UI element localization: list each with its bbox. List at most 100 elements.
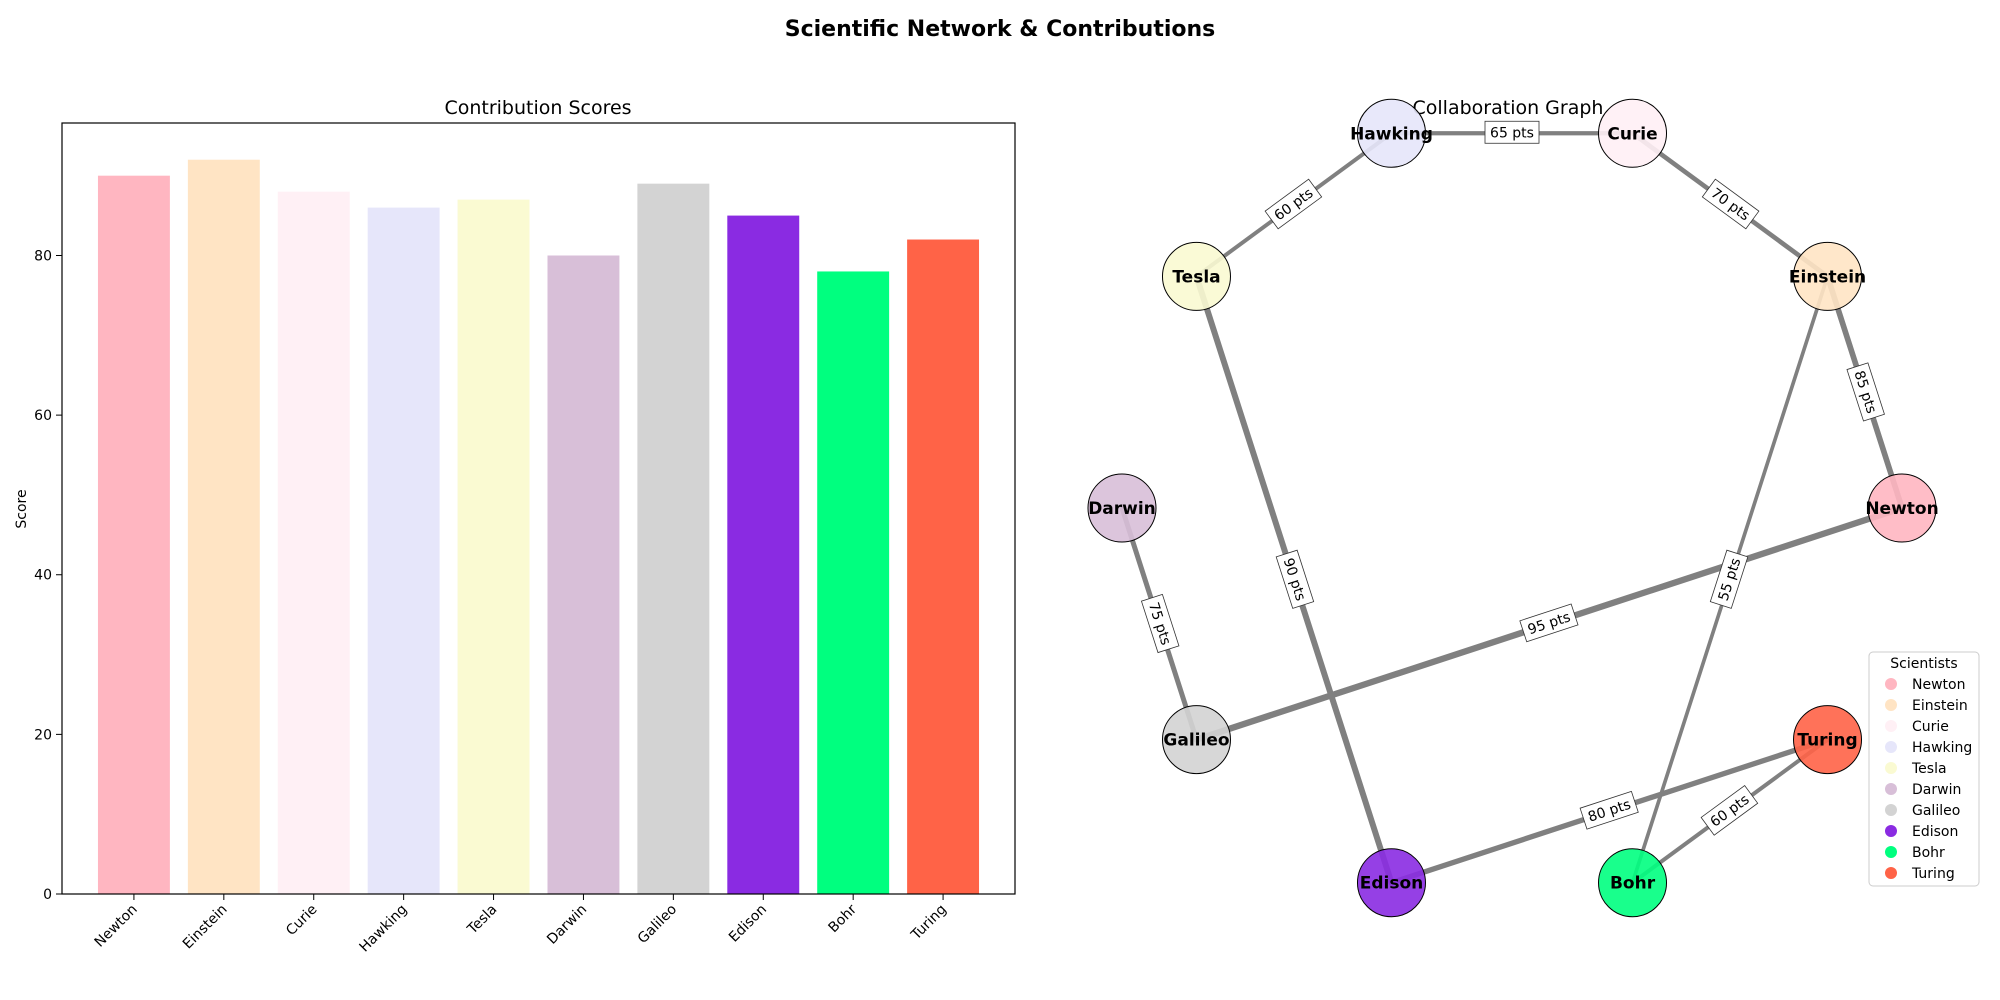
- y-axis-label: Score: [14, 489, 30, 528]
- legend-marker-hawking: [1885, 741, 1897, 753]
- x-tick-label-galileo: Galileo: [635, 902, 680, 947]
- x-tick-label-bohr: Bohr: [825, 901, 860, 936]
- x-axis: Newton Einstein Curie Hawking Tesla Darwin Gal…: [92, 894, 950, 955]
- plot-frame: [61, 122, 1016, 895]
- node-newton: [1867, 473, 1937, 543]
- node-label-hawking: Hawking: [1350, 124, 1433, 144]
- edge-label-box: [1700, 784, 1759, 836]
- edge-label-box: [1264, 178, 1323, 230]
- legend-label-bohr: Bohr: [1912, 845, 1945, 861]
- bar-einstein: [187, 159, 260, 894]
- bar-marks: [97, 159, 980, 895]
- node-edison: [1356, 848, 1426, 918]
- edge-label-box: [1709, 549, 1749, 609]
- network-title: Collaboration Graph: [1413, 97, 1604, 119]
- edge-labels: 85 pts 95 pts 70 pts 55 pts 65 pts 60 pts 90 p…: [1140, 120, 1885, 836]
- edge-label-box: [1846, 362, 1885, 422]
- node-label-curie: Curie: [1607, 124, 1657, 144]
- legend-label-hawking: Hawking: [1912, 740, 1972, 756]
- legend-label-galileo: Galileo: [1912, 803, 1960, 819]
- edge-label-box: [1484, 120, 1540, 144]
- y-tick-label: 60: [34, 408, 52, 424]
- legend-label-einstein: Einstein: [1912, 698, 1968, 714]
- x-tick-label-edison: Edison: [726, 902, 770, 946]
- legend-marker-edison: [1885, 825, 1897, 837]
- y-tick-label: 80: [34, 248, 52, 264]
- node-turing: [1793, 705, 1863, 775]
- x-tick-label-newton: Newton: [92, 902, 141, 951]
- legend-label-curie: Curie: [1912, 719, 1949, 735]
- node-label-einstein: Einstein: [1789, 267, 1866, 287]
- node-tesla: [1161, 241, 1231, 311]
- legend-label-tesla: Tesla: [1911, 761, 1947, 777]
- edge-label: 80 pts: [1579, 790, 1639, 830]
- node-label-newton: Newton: [1865, 499, 1938, 519]
- x-tick-label-hawking: Hawking: [356, 902, 410, 956]
- bar-hawking: [367, 207, 440, 894]
- edge-label-text: 65 pts: [1490, 125, 1534, 141]
- network-graph: Collaboration Graph 85 pts 95 pts 70 pts 55…: [1087, 97, 1980, 918]
- legend-frame: [1868, 651, 1980, 887]
- edge-label: 60 pts: [1264, 178, 1323, 230]
- x-tick-label-tesla: Tesla: [464, 902, 500, 938]
- figure-title: Scientific Network & Contributions: [785, 17, 1216, 42]
- node-curie: [1598, 98, 1668, 168]
- edge-label: 85 pts: [1846, 362, 1885, 422]
- x-tick-label-curie: Curie: [283, 902, 320, 939]
- node-label-tesla: Tesla: [1172, 267, 1220, 287]
- edges: [1119, 130, 1906, 886]
- y-tick-label: 20: [34, 727, 52, 743]
- edge-label: 90 pts: [1275, 549, 1315, 609]
- edge-label: 65 pts: [1484, 120, 1540, 144]
- bar-newton: [97, 175, 170, 895]
- legend-label-darwin: Darwin: [1912, 782, 1961, 798]
- node-bohr: [1598, 848, 1668, 918]
- node-hawking: [1356, 98, 1426, 168]
- bar-curie: [277, 191, 350, 894]
- legend-marker-curie: [1885, 720, 1897, 732]
- bar-tesla: [457, 199, 530, 895]
- legend-marker-turing: [1885, 867, 1897, 879]
- legend-marker-newton: [1885, 678, 1897, 690]
- legend-marker-galileo: [1885, 804, 1897, 816]
- legend-marker-einstein: [1885, 699, 1897, 711]
- legend-marker-bohr: [1885, 846, 1897, 858]
- bar-turing: [907, 239, 980, 894]
- legend-label-edison: Edison: [1912, 824, 1958, 840]
- legend-marker-darwin: [1885, 783, 1897, 795]
- legend-items: Newton Einstein Curie Hawking Tesla Darwin Gal…: [1885, 677, 1972, 882]
- legend-title: Scientists: [1890, 656, 1957, 672]
- y-tick-label: 0: [43, 887, 52, 903]
- legend-marker-tesla: [1885, 762, 1897, 774]
- edge-label: 60 pts: [1700, 784, 1759, 836]
- x-tick-label-turing: Turing: [908, 902, 950, 944]
- node-label-darwin: Darwin: [1088, 499, 1156, 519]
- bar-bohr: [817, 271, 890, 894]
- x-tick-label-einstein: Einstein: [180, 902, 231, 953]
- node-label-edison: Edison: [1360, 874, 1424, 894]
- node-label-galileo: Galileo: [1163, 731, 1229, 751]
- edge-label: 75 pts: [1140, 593, 1180, 654]
- legend-label-turing: Turing: [1911, 866, 1955, 882]
- edge-label: 95 pts: [1519, 603, 1579, 643]
- node-label-bohr: Bohr: [1610, 874, 1656, 894]
- bar-edison: [727, 215, 800, 894]
- bar-darwin: [547, 255, 620, 895]
- y-tick-label: 40: [34, 568, 52, 584]
- legend: Scientists Newton Einstein Curie Hawking Tes…: [1868, 651, 1980, 887]
- nodes: Newton Einstein Curie Hawking Tesla Darwin Gal…: [1087, 98, 1939, 918]
- edge-label-box: [1579, 790, 1639, 830]
- edge-label-box: [1275, 549, 1315, 609]
- node-darwin: [1087, 473, 1157, 543]
- bar-galileo: [637, 183, 710, 894]
- bar-chart: Contribution Scores 0 20 40 60 80 Newton Eins…: [14, 97, 1016, 955]
- x-tick-label-darwin: Darwin: [544, 902, 590, 948]
- y-axis: 0 20 40 60 80: [34, 248, 62, 903]
- node-label-turing: Turing: [1797, 731, 1857, 751]
- edge-label: 55 pts: [1709, 549, 1749, 609]
- edge-label: 70 pts: [1701, 178, 1760, 230]
- edge-label-box: [1519, 603, 1579, 643]
- node-einstein: [1793, 241, 1863, 311]
- node-galileo: [1161, 705, 1231, 775]
